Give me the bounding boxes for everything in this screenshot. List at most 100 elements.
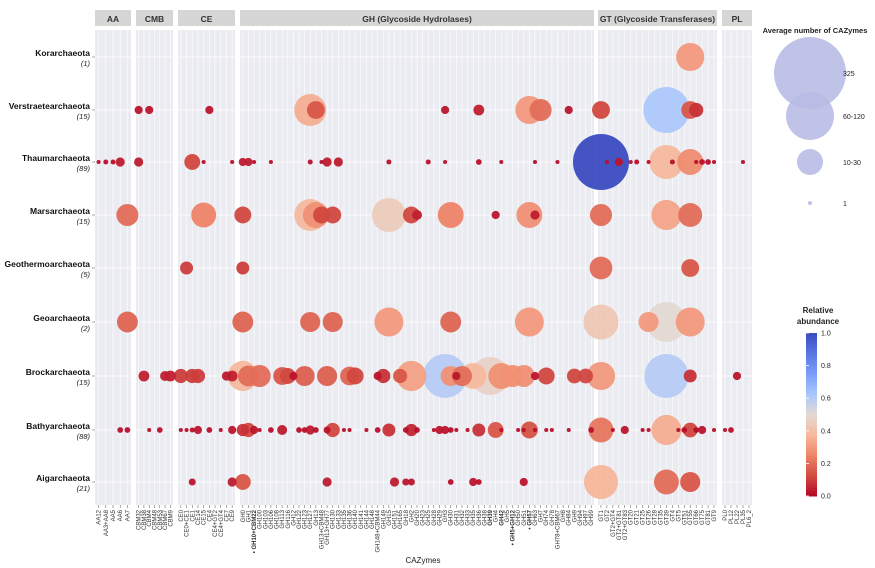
bubble-gh130 — [324, 206, 342, 224]
bubble-gt55 — [680, 471, 701, 493]
bubble-ce0-ce1 — [180, 261, 194, 275]
colorbar-segment — [806, 403, 817, 407]
bubble-cbm4 — [147, 427, 152, 433]
x-tick-label: GH113 — [280, 509, 286, 528]
bubble-ce0 — [173, 368, 188, 384]
bubble-gh4 — [487, 422, 504, 438]
colorbar-segment — [806, 398, 817, 402]
bubble-gh20 — [414, 427, 420, 433]
colorbar-segment — [806, 371, 817, 375]
bubble-pl12 — [728, 427, 734, 433]
x-tick-label: GH51 — [522, 509, 528, 525]
row-label: Geothermoarchaeota — [5, 259, 91, 269]
bubble-gh99 — [588, 427, 595, 433]
x-tick-label: PL12 — [729, 509, 735, 524]
row-label: Verstraetearchaeota — [9, 101, 91, 111]
bubble-gh84 — [566, 427, 571, 433]
colorbar-segment — [806, 352, 817, 356]
bubble-gt26 — [646, 427, 651, 433]
bubble-gt2 — [604, 159, 609, 165]
bubble-cbm67 — [160, 370, 171, 382]
bubble-gt39 — [653, 469, 679, 495]
bubble-gt55 — [676, 42, 705, 72]
colorbar-segment — [806, 471, 817, 475]
x-tick-label: GH5 — [505, 509, 511, 522]
colorbar-segment — [806, 479, 817, 483]
bubble-pl35 — [740, 159, 746, 165]
x-tick-label: GH30 — [449, 509, 455, 525]
x-tick-label: CE4+GT4 — [219, 509, 225, 537]
colorbar-segment — [806, 384, 817, 388]
x-tick-label: GT81 — [706, 509, 712, 525]
colorbar-segment — [806, 338, 817, 342]
bubble-aa12 — [96, 159, 101, 165]
bubble-gh78-cbm67 — [555, 159, 560, 165]
bubble-pl22 — [732, 371, 742, 381]
x-tick-label: GT26 — [647, 509, 653, 525]
x-tick-label: GH135 — [342, 509, 348, 529]
x-tick-label: GT2+GT4 — [611, 509, 617, 537]
x-tick-label: GH122 — [297, 509, 303, 529]
x-tick-label: GT51 — [682, 509, 688, 525]
x-tick-label: AA5 — [111, 509, 117, 521]
bubble-ce4 — [205, 105, 214, 115]
x-tick-label: GH36 — [477, 509, 483, 525]
size-legend-title: Average number of CAZymes — [763, 26, 868, 35]
color-legend-title: abundance — [797, 317, 840, 326]
colorbar-segment — [806, 425, 817, 429]
bubble-gh36 — [475, 159, 482, 165]
x-tick-label: GH133 — [336, 509, 342, 529]
bubble-gt1 — [572, 133, 630, 191]
bubble-gh127 — [307, 159, 313, 165]
size-legend-label: 1 — [843, 201, 847, 208]
bubble-gt26 — [638, 311, 659, 333]
bubble-gt39 — [646, 302, 687, 342]
bubble-gh30 — [447, 427, 454, 433]
facet-strip — [178, 10, 235, 26]
bubble-gh28 — [431, 427, 436, 433]
colorbar-tick-label: 0.0 — [821, 494, 831, 501]
x-tick-label: AA6 — [118, 509, 124, 521]
x-tick-label: GH130 — [331, 509, 337, 529]
bubble-aa6 — [115, 157, 125, 167]
bubble-gt66 — [689, 102, 704, 118]
x-tick-label: GH103 — [263, 509, 269, 529]
bubble-gt5 — [676, 427, 681, 433]
x-axis-title: CAZymes — [405, 556, 440, 565]
bubble-aa5 — [110, 159, 116, 165]
bubble-gh9 — [566, 368, 582, 384]
x-tick-label: GT9 — [712, 509, 718, 521]
x-tick-label: CE14 — [196, 509, 202, 525]
x-tick-label: GT4 — [670, 509, 676, 521]
x-tick-label: GH20 — [415, 509, 421, 525]
colorbar-segment — [806, 341, 817, 345]
x-tick-label: GT39 — [664, 509, 670, 525]
bubble-gt1 — [583, 464, 619, 500]
bubble-gh63 — [532, 427, 538, 433]
size-legend-circle — [786, 92, 834, 140]
colorbar-segment — [806, 335, 817, 339]
colorbar-segment — [806, 368, 817, 372]
x-tick-label: CE0 — [179, 509, 185, 521]
bubble-gt4 — [669, 159, 675, 165]
row-label: Geoarchaeota — [33, 313, 90, 323]
x-tick-label: GH148 — [370, 509, 376, 529]
colorbar-segment — [806, 390, 817, 394]
bubble-gh13-cbm48 — [319, 159, 324, 165]
colorbar-segment — [806, 449, 817, 454]
bubble-gh113 — [277, 424, 288, 436]
row-label: Aigarchaeota — [36, 473, 90, 483]
x-tick-label: GH100 — [258, 509, 264, 529]
bubble-ce4 — [206, 427, 213, 433]
bubble-gh78 — [549, 427, 554, 433]
bubble-ce14 — [193, 425, 203, 435]
bubble-gt55 — [677, 149, 704, 175]
bubble-gh51 — [512, 364, 535, 388]
x-tick-label: GH12 — [291, 509, 297, 525]
x-tick-label: GH35 — [471, 509, 477, 525]
facet-strip — [240, 10, 594, 26]
colorbar-segment — [806, 493, 817, 497]
bubble-gt39 — [643, 86, 690, 134]
bubble-gh140 — [346, 367, 364, 385]
facet-strip-label: CMB — [145, 14, 164, 24]
